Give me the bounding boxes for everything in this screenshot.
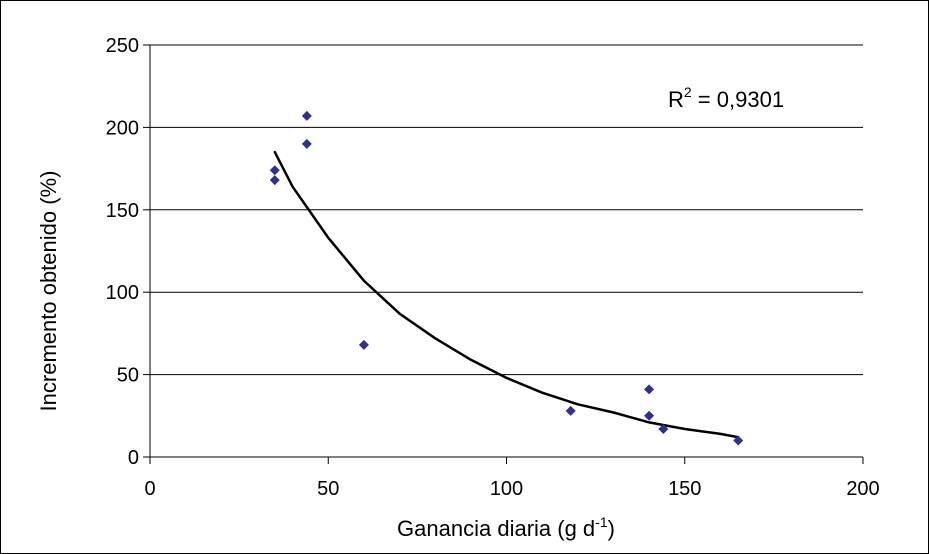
x-tick-labels: 0 50 100 150 200 [144,478,879,500]
x-tick-label-150: 150 [668,478,701,500]
r-squared-value: = 0,9301 [692,87,784,112]
r-squared-superscript: 2 [684,84,692,100]
y-tick-label-0: 0 [128,447,139,469]
x-axis-title: Ganancia diaria (g d-1) [397,514,615,541]
data-point-6 [644,384,655,395]
y-tick-labels: 0 50 100 150 200 250 [106,35,139,469]
y-tick-label-100: 100 [106,282,139,304]
grid-lines [150,44,863,376]
data-point-9 [733,435,744,446]
x-axis-title-superscript: -1 [595,514,608,530]
data-point-4 [358,339,369,350]
r-squared-annotation: R2 = 0,9301 [668,84,784,112]
axes [143,44,864,464]
x-tick-label-0: 0 [144,478,155,500]
y-tick-label-50: 50 [117,365,139,387]
x-axis-title-end: ) [608,516,615,541]
data-point-1 [269,175,280,186]
y-axis-title: Incremento obtenido (%) [36,171,61,412]
y-tick-label-200: 200 [106,117,139,139]
data-point-8 [658,423,669,434]
data-point-7 [644,410,655,421]
data-point-5 [565,405,576,416]
trendline [273,150,740,439]
r-squared-prefix: R [668,87,684,112]
x-tick-label-200: 200 [846,478,879,500]
data-points [269,110,744,446]
x-tick-label-50: 50 [317,478,339,500]
x-axis-title-main: Ganancia diaria (g d [397,516,595,541]
data-point-2 [301,110,312,121]
data-point-0 [269,165,280,176]
y-tick-label-150: 150 [106,200,139,222]
x-tick-label-100: 100 [490,478,523,500]
y-tick-label-250: 250 [106,35,139,57]
data-point-3 [301,138,312,149]
trendline-curve [273,150,740,439]
